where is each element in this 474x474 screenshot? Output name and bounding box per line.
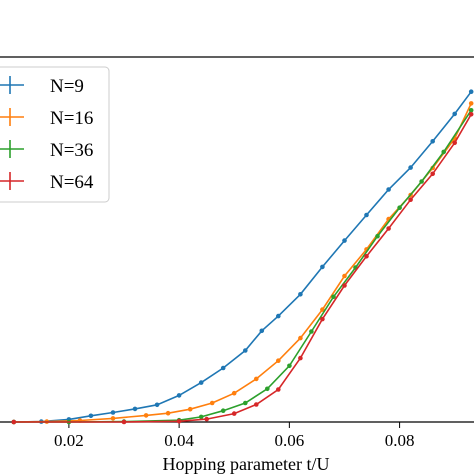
legend-label: N=64 — [50, 172, 94, 193]
legend-label: N=16 — [50, 108, 93, 129]
data-point — [419, 179, 424, 184]
data-point — [253, 402, 259, 407]
data-point — [231, 390, 237, 396]
data-point — [408, 165, 413, 170]
x-axis-title: Hopping parameter t/U — [163, 454, 330, 474]
data-point — [468, 89, 474, 94]
legend: N=9 N=16 N=36 N=64 — [0, 66, 110, 203]
data-point — [452, 140, 458, 146]
data-point — [243, 348, 248, 353]
data-point — [209, 400, 215, 406]
data-point — [110, 416, 116, 421]
data-point — [468, 108, 474, 113]
data-point — [342, 283, 347, 288]
data-point — [298, 292, 303, 297]
data-point — [11, 419, 17, 425]
data-point — [364, 253, 369, 259]
data-point — [231, 411, 237, 416]
data-point — [154, 402, 160, 408]
data-point — [320, 307, 325, 312]
legend-entry: N=9 — [0, 76, 84, 97]
data-point — [276, 358, 281, 364]
data-point — [220, 365, 226, 371]
data-point — [132, 406, 138, 412]
data-point — [198, 380, 204, 385]
legend-entry: N=36 — [0, 140, 93, 161]
data-point — [176, 393, 182, 398]
data-point — [430, 139, 436, 144]
data-point — [187, 406, 193, 412]
data-point — [287, 363, 292, 369]
data-point — [298, 335, 303, 341]
data-point — [243, 400, 248, 406]
data-point — [143, 413, 149, 418]
legend-entry: N=64 — [0, 172, 94, 193]
data-point — [386, 226, 391, 231]
x-tick-label: 0.06 — [274, 431, 304, 450]
x-tick-label: 0.04 — [164, 431, 194, 450]
legend-entry: N=16 — [0, 108, 93, 129]
data-point — [176, 419, 182, 424]
data-point — [342, 273, 347, 279]
data-point — [265, 386, 270, 392]
data-point — [430, 171, 436, 177]
data-point — [468, 101, 474, 106]
series-n-9 — [11, 89, 474, 425]
series-line — [13, 113, 472, 423]
data-point — [276, 387, 281, 392]
data-point — [276, 313, 281, 319]
data-point — [220, 408, 226, 414]
data-point — [408, 197, 413, 202]
data-point — [468, 112, 474, 117]
data-point — [320, 264, 325, 270]
data-point — [121, 419, 127, 425]
legend-box — [0, 66, 110, 203]
data-point — [386, 187, 391, 192]
data-point — [259, 328, 265, 334]
series-n-64 — [11, 112, 474, 425]
data-point — [88, 413, 94, 419]
data-point — [198, 414, 204, 420]
series-line — [13, 91, 472, 423]
data-point — [364, 212, 369, 218]
data-point — [298, 355, 303, 361]
legend-label: N=36 — [50, 140, 93, 161]
data-point — [342, 238, 347, 243]
data-point — [441, 149, 447, 155]
data-point — [309, 329, 314, 334]
data-point — [110, 410, 116, 415]
data-point — [204, 416, 209, 422]
data-point — [397, 205, 402, 210]
data-point — [331, 294, 336, 300]
legend-label: N=9 — [50, 76, 84, 97]
data-point — [320, 316, 325, 322]
data-point — [375, 233, 380, 239]
x-axis-ticks: 0.02 0.04 0.06 0.08 — [54, 422, 414, 450]
x-tick-label: 0.02 — [54, 431, 84, 450]
x-tick-label: 0.08 — [385, 431, 415, 450]
data-point — [165, 410, 171, 416]
legend-entries: N=9 N=16 N=36 N=64 — [0, 76, 94, 193]
data-point — [253, 376, 259, 382]
data-point — [452, 111, 458, 117]
series-layer — [11, 89, 474, 425]
